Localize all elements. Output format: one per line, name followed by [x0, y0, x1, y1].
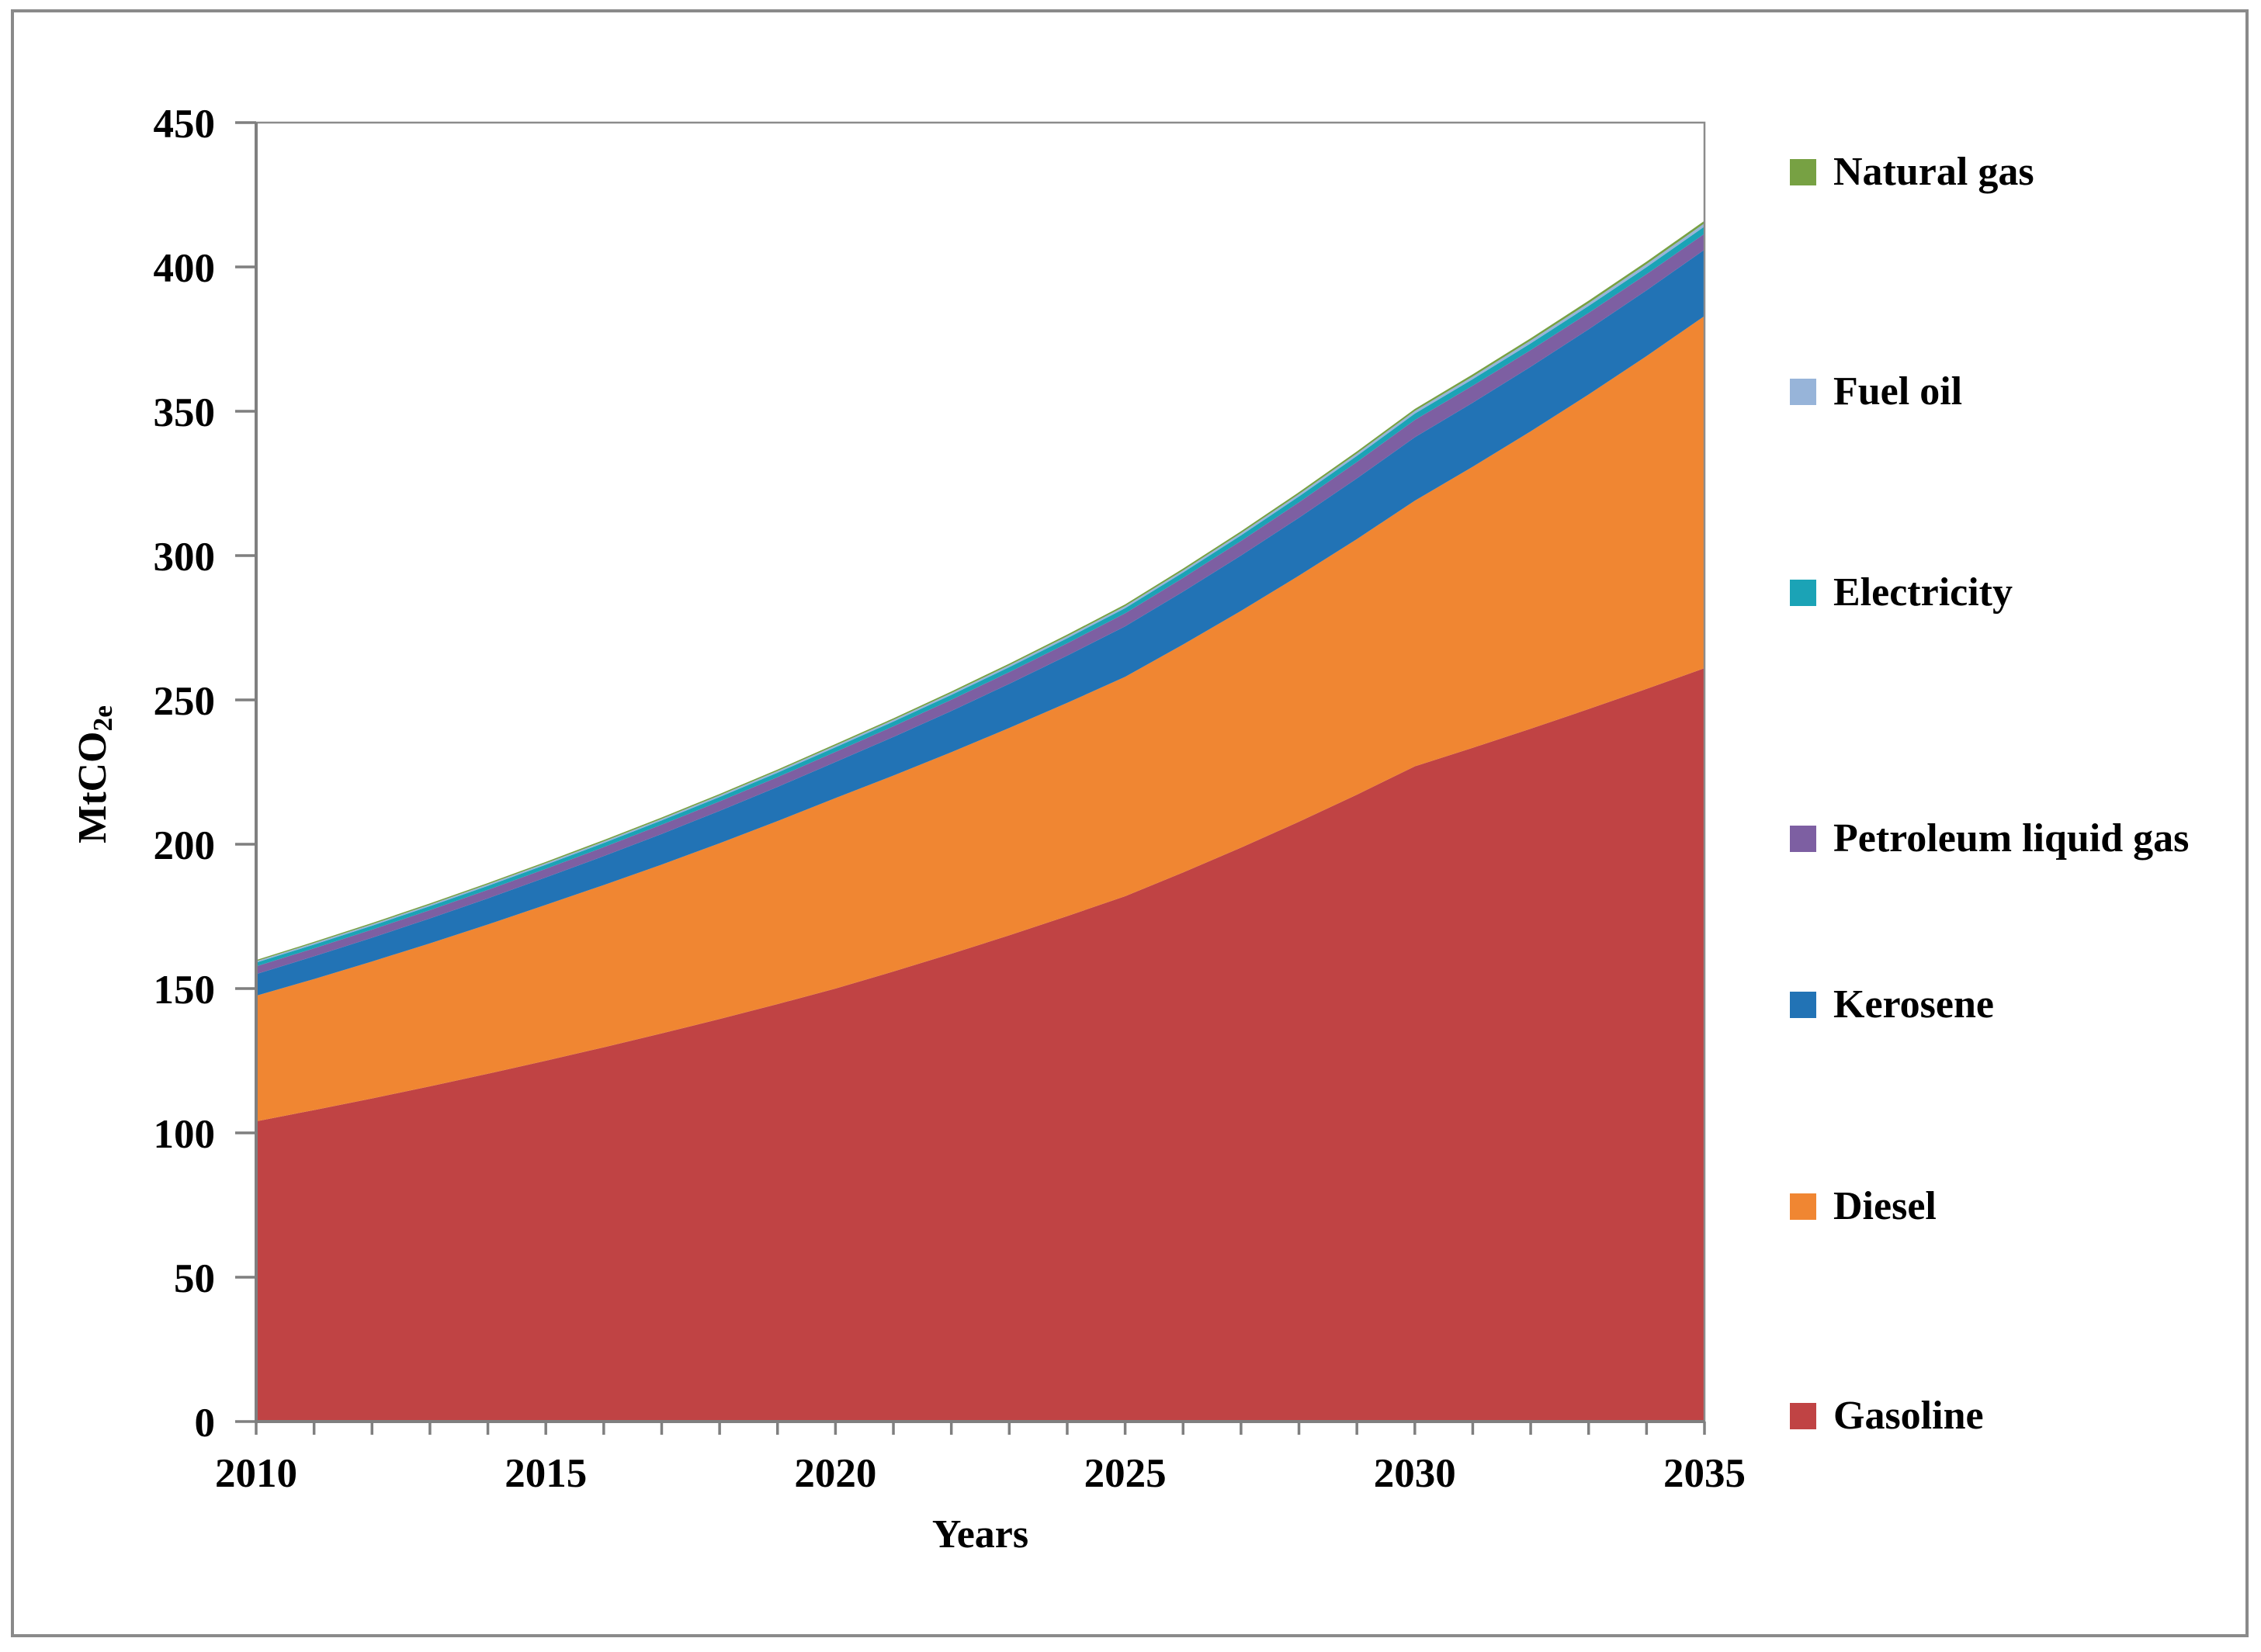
x-tick-label: 2020: [794, 1451, 876, 1496]
x-tick-label: 2025: [1084, 1451, 1167, 1496]
y-tick-label: 150: [154, 968, 216, 1013]
y-tick-label: 350: [154, 390, 216, 435]
y-tick-label: 100: [154, 1112, 216, 1157]
y-tick-label: 300: [154, 535, 216, 580]
y-tick-label: 400: [154, 246, 216, 291]
x-tick-label: 2010: [215, 1451, 297, 1496]
y-axis-title-subscript: 2e: [86, 705, 118, 732]
y-tick-label: 450: [154, 102, 216, 147]
x-tick-label: 2030: [1374, 1451, 1456, 1496]
area-gasoline: [256, 668, 1704, 1422]
x-axis-title: Years: [931, 1512, 1029, 1557]
y-axis-title: MtCO2e: [70, 619, 120, 930]
y-axis-title-main: MtCO: [71, 731, 115, 843]
x-tick-label: 2015: [505, 1451, 587, 1496]
y-tick-label: 0: [195, 1401, 216, 1446]
area-diesel: [256, 316, 1704, 1122]
y-tick-label: 200: [154, 823, 216, 868]
x-tick-label: 2035: [1663, 1451, 1746, 1496]
y-tick-label: 50: [174, 1256, 215, 1301]
y-tick-label: 250: [154, 679, 216, 724]
